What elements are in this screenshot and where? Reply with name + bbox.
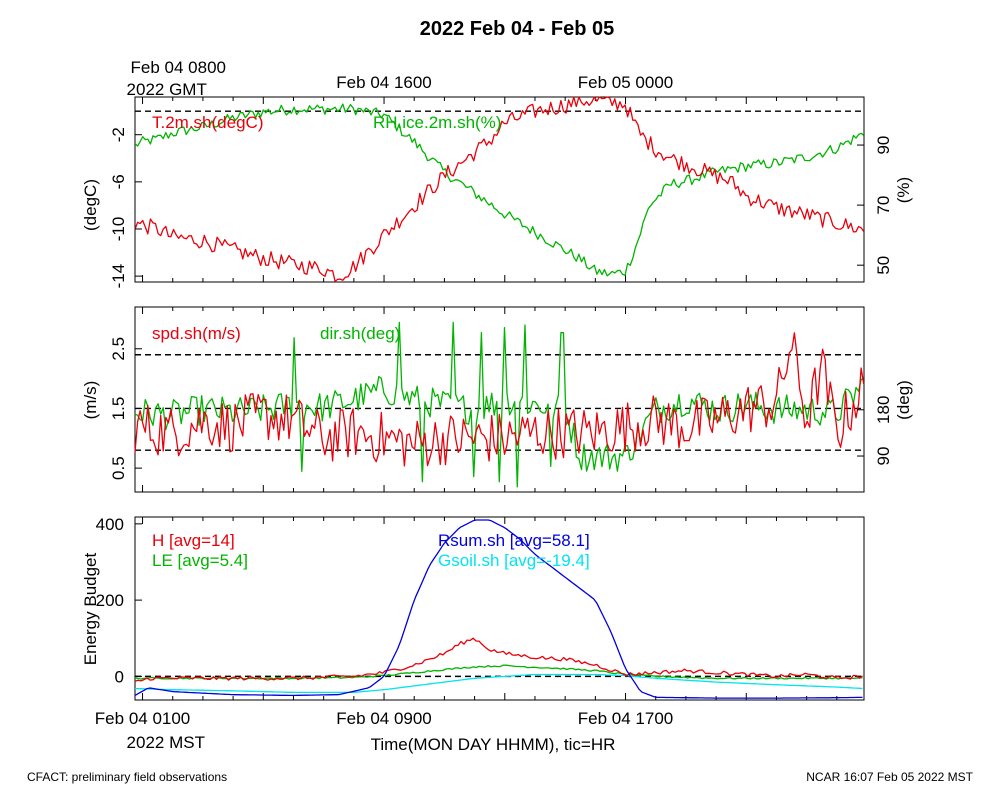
x-axis-label: Time(MON DAY HHMM), tic=HR — [371, 735, 616, 754]
y-tick-label-left: -14 — [109, 264, 128, 289]
y-tick-label-left: -10 — [109, 217, 128, 242]
bottom-time-axis: Feb 04 0100 2022 MST Feb 04 0900 Feb 04 170… — [95, 709, 673, 752]
series-label-humidity: RH.ice.2m.sh(%) — [373, 113, 501, 132]
y-tick-label-left: -2 — [109, 127, 128, 142]
bottom-axis-tick-label: Feb 04 0900 — [336, 709, 431, 728]
y-tick-label-left: 2.5 — [109, 337, 128, 361]
panel-frame — [134, 96, 865, 283]
bottom-axis-tick-label: Feb 04 1700 — [578, 709, 673, 728]
top-time-axis: Feb 04 0800 2022 GMT Feb 04 1600 Feb 05 000… — [127, 58, 674, 99]
series-h — [134, 637, 863, 682]
y-tick-label-left: 0 — [115, 667, 124, 686]
figure-title: 2022 Feb 04 - Feb 05 — [420, 18, 615, 40]
footer-right-note: NCAR 16:07 Feb 05 2022 MST — [806, 770, 973, 784]
temperature-humidity-panel: -14 -10 -6 -2 50 70 90 (degC) (%) T.2m.sh(degC) RH… — [81, 96, 913, 289]
series-gsoil-sh — [134, 673, 863, 694]
y-axis-label-right: (%) — [894, 177, 913, 203]
energy-budget-panel: 0 200 400 Energy Budget H [avg=14]LE [avg=5.… — [81, 515, 865, 701]
y-axis-label-left: (m/s) — [81, 381, 100, 420]
series-rh-ice-2m-sh — [134, 103, 865, 277]
y-tick-label-right: 90 — [874, 136, 893, 155]
series-label-rsum: Rsum.sh [avg=58.1] — [438, 531, 590, 550]
top-axis-tick-label: Feb 04 1600 — [336, 73, 431, 92]
series-t-2m-sh-degc — [134, 96, 865, 283]
y-axis-label: Energy Budget — [81, 552, 100, 665]
y-tick-label-left: 400 — [96, 515, 124, 534]
series-label-h: H [avg=14] — [152, 531, 235, 550]
y-tick-label-right: 70 — [874, 196, 893, 215]
y-tick-label-right: 180 — [874, 396, 893, 424]
y-tick-label-right: 50 — [874, 256, 893, 275]
series-rsum-sh — [134, 519, 863, 699]
y-axis-label-left: (degC) — [81, 179, 100, 231]
top-axis-tick-sublabel: 2022 GMT — [127, 80, 207, 99]
y-tick-label-left: 200 — [96, 591, 124, 610]
series-label-le: LE [avg=5.4] — [152, 551, 248, 570]
y-tick-label-left: 1.5 — [109, 397, 128, 421]
wind-panel: 0.5 1.5 2.5 90 180 (m/s) (deg) spd.sh(m/s) dir.s… — [81, 306, 913, 493]
series-label-temperature: T.2m.sh(degC) — [152, 113, 263, 132]
y-tick-label-right: 90 — [874, 447, 893, 466]
bottom-axis-tick-label: Feb 04 0100 — [95, 709, 190, 728]
panel-frame — [134, 306, 865, 493]
footer-left-note: CFACT: preliminary field observations — [27, 770, 227, 784]
series-label-direction: dir.sh(deg) — [320, 324, 400, 343]
y-tick-label-left: -6 — [109, 174, 128, 189]
top-axis-tick-label: Feb 04 0800 — [131, 58, 226, 77]
y-axis-label-right: (deg) — [894, 380, 913, 420]
y-tick-label-left: 0.5 — [109, 456, 128, 480]
series-label-speed: spd.sh(m/s) — [152, 324, 241, 343]
bottom-axis-tick-sublabel: 2022 MST — [127, 733, 205, 752]
panel-frame — [134, 516, 865, 701]
series-spd-sh-m-s — [134, 332, 865, 467]
series-label-gsoil: Gsoil.sh [avg=-19.4] — [438, 551, 590, 570]
top-axis-tick-label: Feb 05 0000 — [578, 73, 673, 92]
